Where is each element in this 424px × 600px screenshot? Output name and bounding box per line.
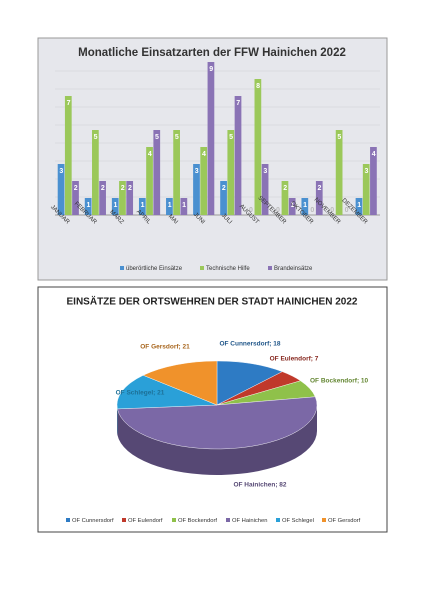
data-label: 2 [74, 185, 78, 192]
data-label: 2 [101, 185, 105, 192]
data-label: 3 [263, 168, 267, 175]
pie-slice [117, 396, 318, 450]
bar [301, 198, 309, 215]
bar [92, 130, 99, 215]
data-label: 0 [345, 207, 349, 214]
bar [220, 181, 227, 215]
legend-swatch [322, 518, 326, 522]
data-label: 2 [128, 185, 132, 192]
data-label: 2 [318, 185, 322, 192]
bar [166, 198, 173, 215]
bar [315, 181, 323, 215]
data-label: 4 [202, 151, 206, 158]
data-label: OF Eulendorf; 7 [270, 356, 319, 363]
legend-label: OF Bockendorf [178, 518, 217, 524]
bar [335, 130, 343, 215]
data-label: 4 [372, 151, 376, 158]
data-label: 0 [276, 207, 280, 214]
bar [193, 164, 200, 215]
legend-label: OF Cunnersdorf [72, 518, 114, 524]
data-label: OF Hainichen; 82 [233, 482, 286, 489]
legend-label: OF Hainichen [232, 518, 267, 524]
bar [111, 198, 119, 215]
pie-slice [216, 360, 283, 406]
data-label: 1 [86, 202, 90, 209]
data-label: 7 [236, 100, 240, 107]
data-label: 1 [303, 202, 307, 209]
pie-slice [142, 360, 218, 406]
data-label: OF Schlegel; 21 [116, 390, 165, 397]
bar [99, 181, 106, 215]
data-label: 1 [168, 202, 172, 209]
bar [362, 164, 370, 215]
bar [207, 62, 215, 215]
pie-slice [116, 375, 218, 410]
legend-swatch [122, 518, 126, 522]
data-label: 5 [94, 134, 98, 141]
bar [57, 164, 65, 215]
bar [146, 147, 153, 215]
legend-swatch [172, 518, 176, 522]
data-label: OF Bockendorf; 10 [310, 378, 369, 385]
data-label: 7 [67, 100, 71, 107]
data-label: 1 [290, 202, 294, 209]
data-label: 1 [114, 202, 118, 209]
legend-label: Technische Hilfe [206, 266, 250, 272]
legend-label: Brandeinsätze [274, 266, 313, 272]
data-label: 5 [155, 134, 159, 141]
bar [261, 164, 269, 215]
bar [370, 147, 377, 215]
data-label: 0 [310, 207, 314, 214]
data-label: 1 [357, 202, 361, 209]
chart-title: Monatliche Einsatzarten der FFW Hainiche… [78, 47, 346, 59]
bar [153, 130, 161, 215]
data-label: 3 [59, 168, 63, 175]
data-label: OF Gersdorf; 21 [140, 344, 190, 351]
bar [227, 130, 235, 215]
pie-slice-side [117, 405, 317, 475]
bar [126, 181, 134, 215]
data-label: 2 [121, 185, 125, 192]
chart-title: EINSÄTZE DER ORTSWEHREN DER STADT HAINIC… [67, 295, 358, 308]
legend-swatch [200, 266, 204, 270]
legend-swatch [276, 518, 280, 522]
data-label: 5 [229, 134, 233, 141]
bar [72, 181, 79, 215]
data-label: 5 [175, 134, 179, 141]
bar [173, 130, 180, 215]
bar [138, 198, 146, 215]
data-label: 8 [256, 83, 260, 90]
data-label: 1 [182, 202, 186, 209]
data-label: 3 [365, 168, 369, 175]
legend-label: OF Gersdorf [328, 518, 361, 524]
bar [254, 79, 262, 215]
data-label: 9 [209, 66, 213, 73]
bar [281, 181, 289, 215]
data-label: 5 [337, 134, 341, 141]
bar [288, 198, 296, 215]
bar [180, 198, 188, 215]
data-label: 0 [249, 207, 253, 214]
bar [119, 181, 126, 215]
data-label: 2 [283, 185, 287, 192]
bar [234, 96, 242, 215]
legend-label: OF Schlegel [282, 518, 314, 524]
data-label: 1 [141, 202, 145, 209]
data-label: 4 [148, 151, 152, 158]
legend-label: OF Eulendorf [128, 518, 163, 524]
bar [200, 147, 208, 215]
data-label: 2 [222, 185, 226, 192]
legend-label: überörtliche Einsätze [126, 266, 183, 272]
bar [355, 198, 363, 215]
data-label: 3 [195, 168, 199, 175]
legend-swatch [226, 518, 230, 522]
legend-swatch [268, 266, 272, 270]
legend-swatch [120, 266, 124, 270]
data-label: OF Cunnersdorf; 18 [219, 341, 280, 348]
bar [84, 198, 92, 215]
legend-swatch [66, 518, 70, 522]
data-label: 0 [330, 207, 334, 214]
bar [64, 96, 72, 215]
